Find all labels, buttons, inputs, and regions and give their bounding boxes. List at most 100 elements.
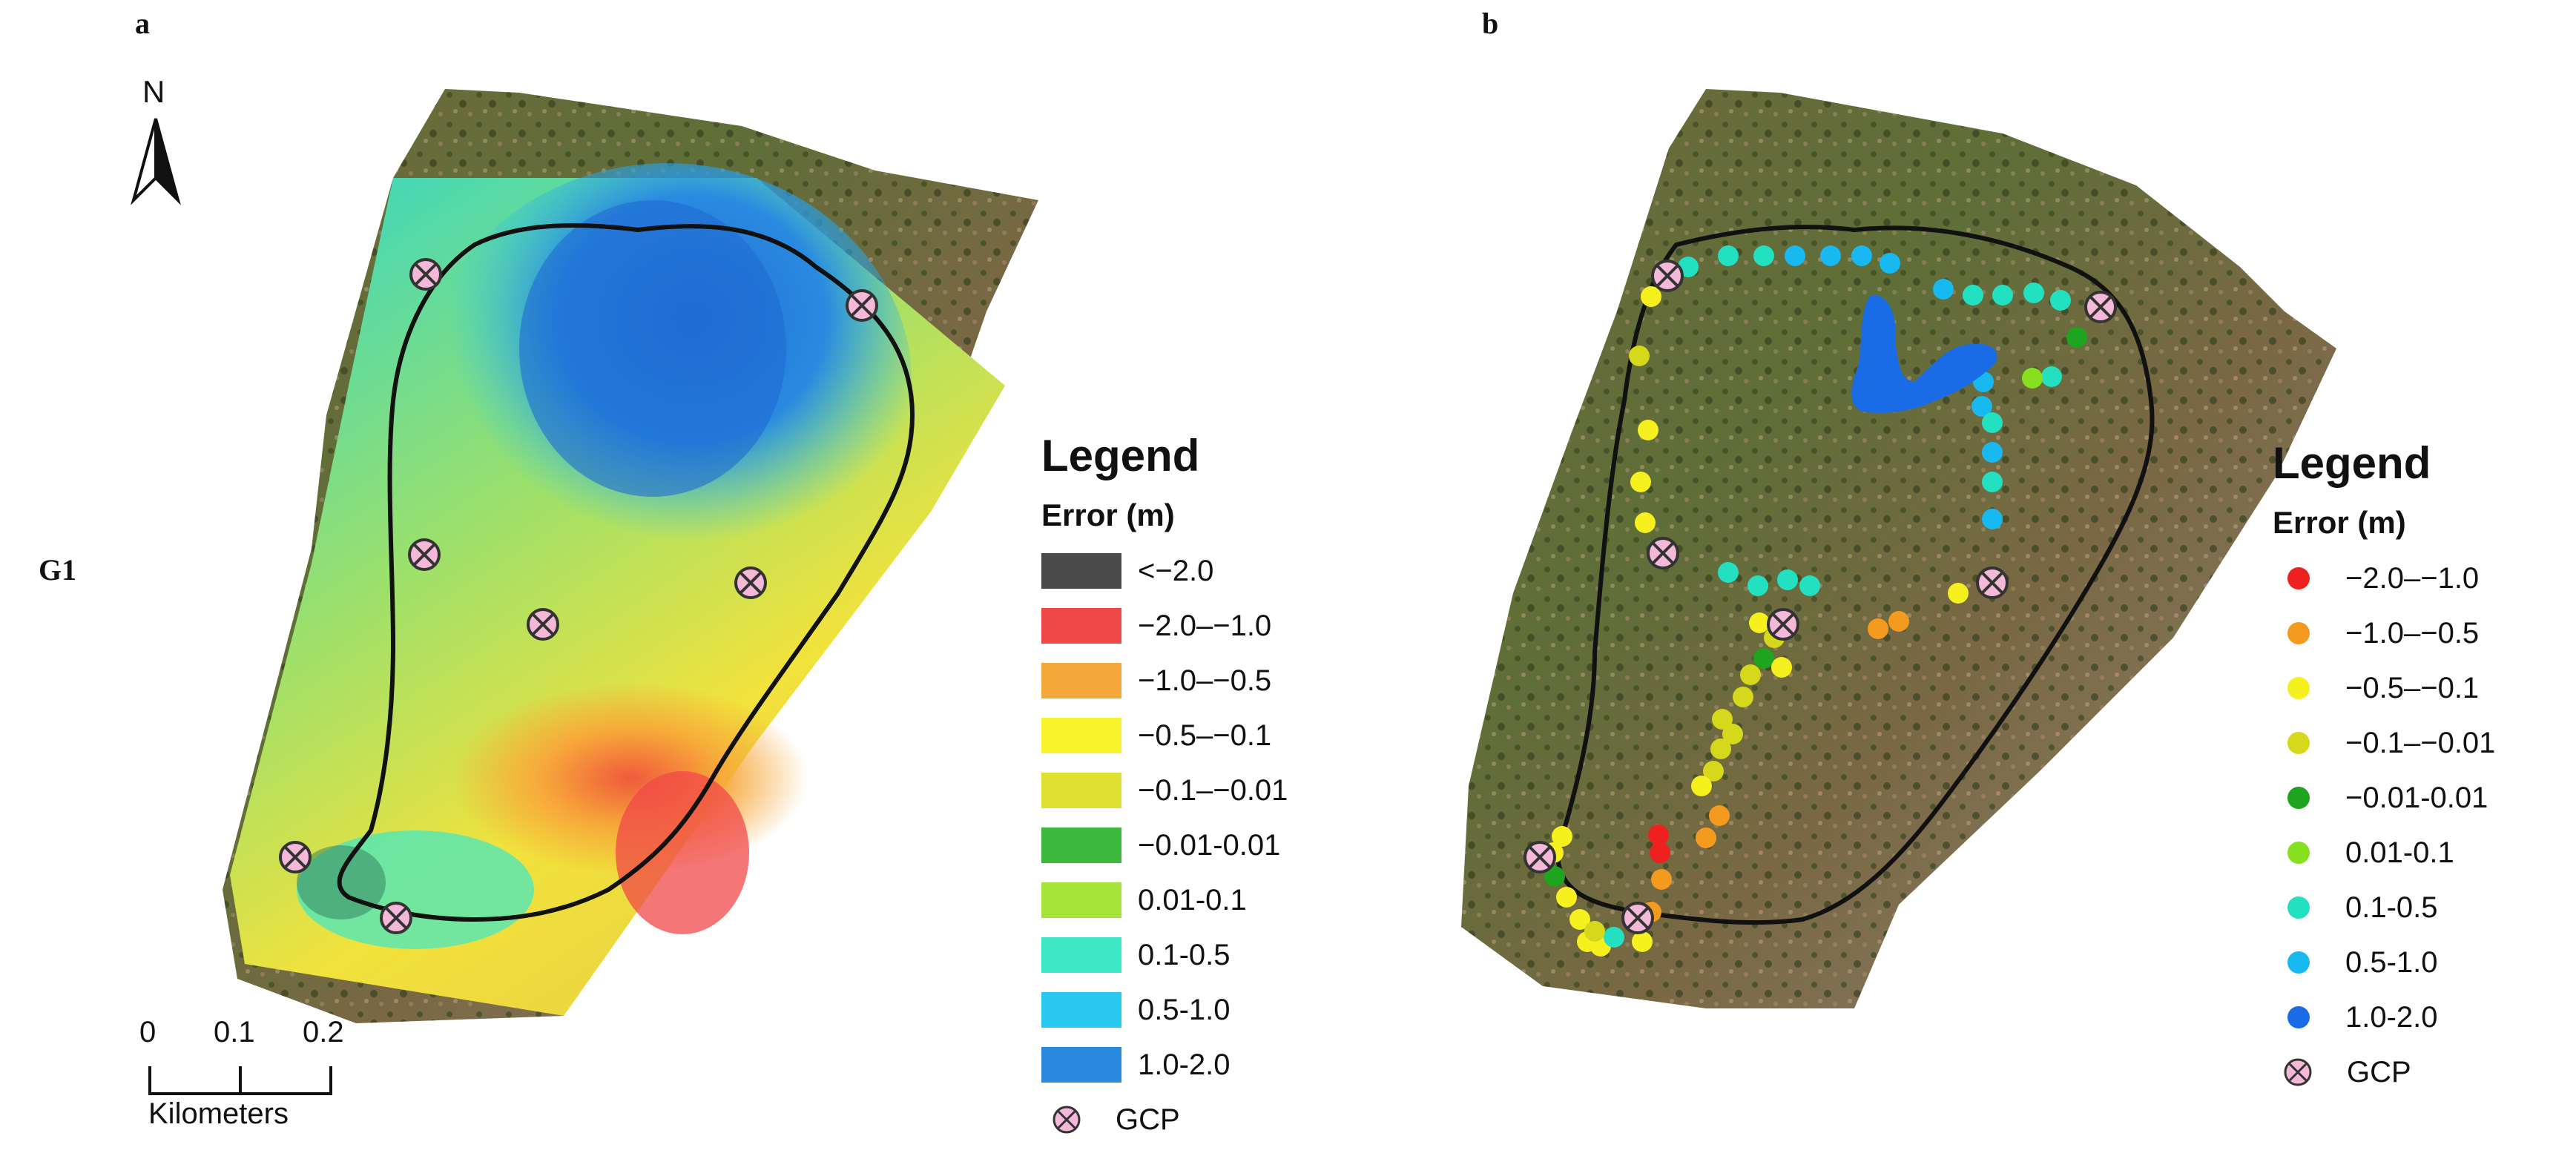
legend-item-label: −0.1–−0.01 — [1138, 773, 1288, 807]
error-point — [1982, 412, 2003, 433]
legend-item: −0.5–−0.1 — [1041, 708, 1288, 763]
legend-gcp-label: GCP — [2347, 1055, 2411, 1089]
legend-item: 0.5-1.0 — [2273, 935, 2495, 990]
legend-item-label: 0.1-0.5 — [2345, 891, 2438, 924]
error-point — [1604, 927, 1624, 948]
legend-dot — [2287, 951, 2310, 974]
panel-b-map — [1461, 89, 2336, 1008]
gcp-icon — [380, 902, 412, 934]
error-point — [1948, 583, 1969, 604]
gcp-icon — [1523, 841, 1556, 873]
legend-swatch — [1041, 1047, 1121, 1083]
legend-item-label: −0.01-0.01 — [2345, 781, 2488, 814]
legend-dot — [2287, 842, 2310, 864]
north-letter: N — [142, 74, 165, 109]
legend-item-label: −1.0–−0.5 — [1138, 664, 1272, 697]
error-point — [2023, 283, 2044, 303]
error-point — [1785, 245, 1805, 266]
legend-item-label: 1.0-2.0 — [2345, 1000, 2438, 1034]
panel-a-letter: a — [135, 7, 150, 40]
legend-item-label: −0.5–−0.1 — [2345, 671, 2480, 704]
legend-dot — [2287, 896, 2310, 919]
row-label: G1 — [39, 553, 77, 587]
panel-b-letter: b — [1482, 7, 1499, 40]
legend-item-label: 0.01-0.1 — [1138, 883, 1247, 916]
error-point — [1733, 687, 1753, 707]
gcp-icon — [409, 258, 442, 291]
gcp-icon — [2084, 291, 2117, 323]
error-point — [1651, 869, 1672, 890]
legend-swatch — [1041, 773, 1121, 808]
panel-b-boundary — [1555, 225, 2155, 925]
error-point — [1982, 509, 2003, 529]
error-point — [1691, 776, 1712, 796]
legend-item: 0.01-0.1 — [1041, 873, 1288, 928]
error-point — [1718, 245, 1739, 266]
scale-tick-label: 0 — [139, 1016, 157, 1048]
legend-swatch — [1041, 882, 1121, 918]
gcp-icon — [1976, 566, 2009, 599]
legend-swatch — [1041, 828, 1121, 863]
error-point — [1820, 245, 1841, 266]
legend-item-label: −2.0–−1.0 — [1138, 609, 1272, 642]
north-arrow-icon — [131, 118, 181, 205]
error-point — [1933, 279, 1954, 300]
error-point — [1799, 575, 1820, 596]
gcp-icon — [1767, 608, 1799, 641]
gcp-icon — [1651, 260, 1684, 292]
legend-title: Legend — [1041, 431, 1200, 480]
legend-item-label: −0.01-0.01 — [1138, 828, 1281, 862]
legend-item: 1.0-2.0 — [1041, 1037, 1288, 1092]
legend-item: 0.5-1.0 — [1041, 982, 1288, 1037]
error-point — [1709, 805, 1730, 826]
scale-bar-ruler — [148, 1066, 332, 1095]
error-point — [1722, 724, 1743, 744]
north-arrow: N — [126, 74, 185, 208]
legend-dot — [2287, 567, 2310, 589]
error-point — [1963, 285, 1983, 305]
legend-item-label: 0.5-1.0 — [1138, 993, 1231, 1026]
scale-bar: 0 0.1 0.2 Kilometers — [134, 1016, 371, 1142]
legend-item: 0.1-0.5 — [1041, 928, 1288, 982]
error-point — [1982, 472, 2003, 492]
error-point — [1544, 866, 1565, 887]
gcp-icon — [1647, 537, 1679, 569]
legend-item: 0.1-0.5 — [2273, 880, 2495, 935]
legend-subtitle: Error (m) — [1041, 498, 1175, 532]
error-point — [1696, 828, 1716, 848]
legend-a: Legend Error (m) <−2.0 −2.0–−1.0 −1.0–−0.5… — [1041, 430, 1288, 1147]
legend-swatch — [1041, 992, 1121, 1028]
error-point — [1753, 648, 1774, 669]
error-point — [1982, 442, 2003, 463]
legend-b: Legend Error (m) −2.0–−1.0 −1.0–−0.5 −0.5–… — [2273, 437, 2495, 1100]
gcp-icon — [2284, 1058, 2312, 1086]
error-point — [1650, 842, 1670, 863]
legend-item-label: 0.01-0.1 — [2345, 836, 2454, 869]
error-point — [1703, 761, 1724, 782]
legend-swatch — [1041, 937, 1121, 973]
legend-dot — [2287, 787, 2310, 809]
legend-item-label: −2.0–−1.0 — [2345, 561, 2480, 595]
error-point — [1771, 657, 1792, 678]
error-point — [1630, 472, 1651, 492]
legend-item: −0.1–−0.01 — [1041, 763, 1288, 818]
legend-swatch — [1041, 663, 1121, 698]
error-point — [1753, 245, 1774, 266]
legend-item-label: 1.0-2.0 — [1138, 1048, 1231, 1081]
error-point — [1710, 739, 1731, 759]
legend-item: −2.0–−1.0 — [2273, 551, 2495, 606]
legend-gcp-row: GCP — [2273, 1045, 2495, 1100]
legend-dot — [2287, 677, 2310, 699]
legend-item: <−2.0 — [1041, 544, 1288, 598]
error-point — [1747, 575, 1768, 596]
error-point — [1718, 562, 1739, 583]
legend-item: −0.1–−0.01 — [2273, 716, 2495, 770]
scale-units: Kilometers — [148, 1097, 289, 1130]
legend-item: −1.0–−0.5 — [1041, 653, 1288, 708]
legend-dot — [2287, 732, 2310, 754]
gcp-icon — [734, 566, 767, 599]
panel-a-boundary — [337, 223, 915, 922]
panel-b-error-points — [1543, 245, 2087, 957]
legend-item: −1.0–−0.5 — [2273, 606, 2495, 661]
error-point — [1629, 346, 1650, 366]
